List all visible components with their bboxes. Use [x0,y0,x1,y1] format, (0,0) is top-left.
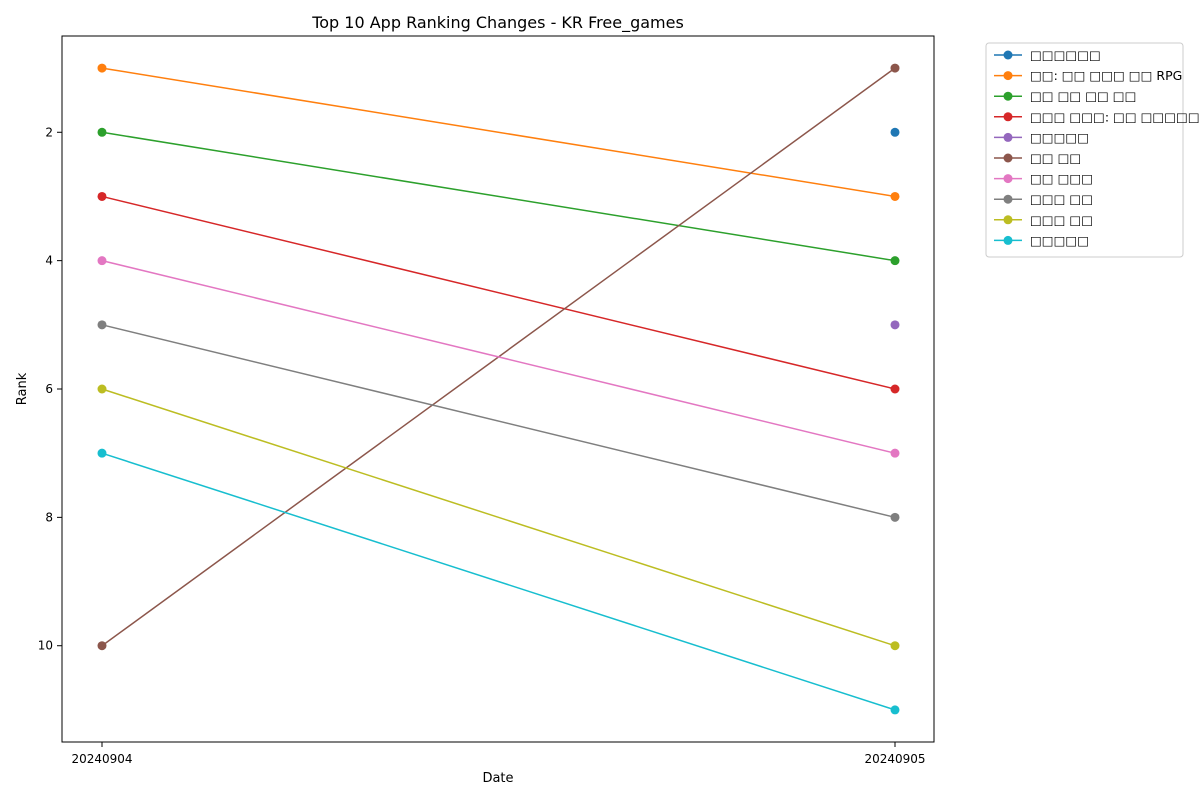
legend-label: □□□□□ [1030,233,1089,248]
legend-label: □□□ □□ [1030,212,1093,227]
chart-title: Top 10 App Ranking Changes - KR Free_gam… [311,13,684,33]
x-tick-label: 20240904 [71,752,132,766]
legend-label: □□ □□□ [1030,171,1093,186]
legend-label: □□ □□ □□ □□ [1030,89,1136,104]
data-point [97,256,107,266]
data-point [97,384,107,394]
legend-frame [985,42,1184,258]
legend-marker [1003,71,1013,81]
y-tick-label: 2 [45,125,53,139]
series-2 [97,127,900,266]
series-4 [890,320,900,330]
series-line [101,259,896,454]
legend-entry: □□ □□□ [994,171,1093,186]
series-6 [97,256,900,458]
data-point [890,448,900,458]
data-point [890,320,900,330]
legend-marker [1003,91,1013,101]
data-point [97,641,107,651]
data-point [890,384,900,394]
data-point [890,512,900,522]
series-0 [890,127,900,137]
legend-label: □□□□□ [1030,130,1089,145]
legend: □□□□□□□□: □□ □□□ □□ RPG□□ □□ □□ □□□□□ □□… [985,42,1200,258]
data-point [97,63,107,73]
series-3 [97,191,900,394]
data-point [97,448,107,458]
x-axis-label: Date [482,771,513,786]
legend-entry: □□□□□ [994,233,1089,248]
series-line [101,452,896,711]
data-point [890,705,900,715]
legend-label: □□: □□ □□□ □□ RPG [1030,68,1182,83]
series-line [101,388,896,647]
legend-marker [1003,132,1013,142]
y-tick-label: 6 [45,382,53,396]
y-axis: 2 4 6 8 10 [38,125,62,653]
data-point [97,320,107,330]
data-point [97,191,107,201]
y-tick-label: 8 [45,510,53,524]
data-point [890,256,900,266]
data-point [890,127,900,137]
legend-marker [1003,235,1013,245]
series-9 [97,448,900,715]
legend-marker [1003,215,1013,225]
legend-entry: □□□□□□ [994,48,1101,63]
series-line [101,67,896,198]
legend-entry: □□: □□ □□□ □□ RPG [994,68,1182,83]
legend-marker [1003,174,1013,184]
legend-marker [1003,194,1013,204]
data-point [890,191,900,201]
legend-entry: □□□ □□ [994,192,1093,207]
legend-label: □□□ □□ [1030,192,1093,207]
legend-entry: □□□ □□ [994,212,1093,227]
y-tick-label: 10 [38,639,53,653]
data-point [97,127,107,137]
series-line [101,195,896,390]
legend-entry: □□□ □□□: □□ □□□□□ □□ [994,109,1200,124]
legend-entry: □□□□□ [994,130,1089,145]
legend-entry: □□ □□ □□ □□ [994,89,1136,104]
series-layer [97,63,900,715]
legend-marker [1003,153,1013,163]
legend-entry: □□ □□ [994,151,1081,166]
series-1 [97,63,900,201]
series-line [101,131,896,262]
y-axis-label: Rank [15,372,30,405]
legend-marker [1003,112,1013,122]
data-point [890,63,900,73]
series-7 [97,320,900,522]
legend-label: □□ □□ [1030,151,1081,166]
legend-label: □□□□□□ [1030,48,1101,63]
data-point [890,641,900,651]
plot-area [61,35,935,743]
x-tick-label: 20240905 [864,752,925,766]
y-tick-label: 4 [45,254,53,268]
series-8 [97,384,900,651]
x-axis: 20240904 20240905 [71,742,926,766]
legend-label: □□□ □□□: □□ □□□□□ □□ [1030,109,1200,124]
series-line [101,324,896,519]
legend-marker [1003,50,1013,60]
